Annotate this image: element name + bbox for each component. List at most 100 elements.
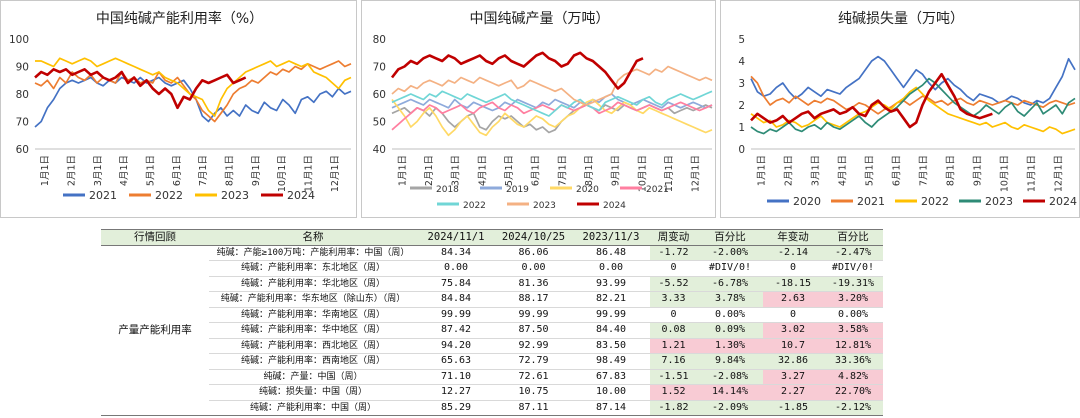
row-name: 纯碱：产能利用率：西南地区（周） [209,353,417,370]
legend-item-2023: 2023 [959,195,1013,208]
series-line-2020 [391,98,713,137]
value-2024-10-25: 99.99 [495,307,572,323]
x-tick-label: 11月1日 [304,155,315,192]
legend-label: 2023 [533,201,556,211]
header-date-1: 2024/11/1 [417,229,495,246]
value-2023-11-03: 87.14 [572,400,650,416]
legend-label: 2022 [921,195,949,208]
value-2024-11-01: 94.20 [417,338,495,354]
y-tick-label: 70 [16,117,29,129]
legend-item-2019: 2019 [480,185,529,195]
y-tick-label: 0 [738,144,745,156]
week-change: -1.82 [650,400,697,416]
value-2024-10-25: 81.36 [495,276,572,292]
year-change: 0 [763,307,823,323]
y-tick-label: 80 [16,89,29,101]
row-name: 纯碱：产量：中国（周） [209,369,417,385]
x-tick-label: 12月1日 [1054,155,1065,192]
x-tick-label: 3月1日 [811,155,822,186]
x-tick-label: 6月1日 [892,155,903,186]
series-line-2024 [750,72,993,129]
week-percent: -6.78% [697,276,763,292]
legend-label: 2024 [1049,195,1077,208]
legend-item-2020: 2020 [550,185,599,195]
week-percent: -2.08% [697,369,763,385]
legend-label: 2024 [287,189,315,202]
year-percent: -2.47% [823,245,883,261]
x-tick-label: 10月1日 [1000,155,1011,192]
x-tick-label: 9月1日 [251,155,262,186]
value-2024-10-25: 0.00 [495,260,572,277]
year-percent: 33.36% [823,353,883,370]
loss-chart: 纯碱损失量（万吨） 0 1 2 3 4 5 1月1日 2月1日 3月1日 4月1日 5月1日 6月1日 7… [738,11,1077,208]
x-tick-label: 2月1日 [424,155,435,186]
series-line-2020 [750,55,1076,106]
value-2024-11-01: 0.00 [417,260,495,277]
table-row: 纯碱：产能利用率：华东地区（除山东）（周） 84.84 88.17 82.21 3.33… [101,291,883,308]
x-tick-label: 8月1日 [225,155,236,186]
legend-item-2021: 2021 [831,195,885,208]
legend-item-2024: 2024 [1023,195,1077,208]
value-2024-11-01: 84.84 [417,291,495,308]
value-2024-10-25: 72.79 [495,353,572,370]
week-change: -1.72 [650,245,697,261]
table-row: 产量产能利用率 纯碱：产能≥100万吨：产能利用率：中国（周） 84.34 86.06… [101,245,883,416]
year-change: 3.02 [763,322,823,339]
legend-label: 2023 [221,189,249,202]
value-2023-11-03: 83.50 [572,338,650,354]
header-year-change: 年变动 [763,229,823,246]
header-date-2: 2024/10/25 [495,229,572,246]
x-tick-label: 3月1日 [93,155,104,186]
x-tick-label: 12月1日 [330,155,341,192]
x-tick-label: 1月1日 [397,155,408,186]
legend-label: 2021 [89,189,117,202]
header-week-percent: 百分比 [697,229,763,246]
x-tick-label: 6月1日 [531,155,542,186]
week-percent: 1.30% [697,338,763,354]
x-tick-label: 4月1日 [838,155,849,186]
legend-item-2021: 2021 [63,189,117,202]
series-line-2023 [391,65,713,106]
legend-item-2023: 2023 [195,189,249,202]
y-tick-label: 3 [738,78,745,90]
week-change: 1.52 [650,384,697,401]
x-tick-label: 10月1日 [277,155,288,192]
week-percent: 3.78% [697,291,763,308]
table-row: 纯碱：产能利用率：华北地区（周） 75.84 81.36 93.99 -5.52 -6.7… [101,276,883,292]
x-tick-label: 7月1日 [198,155,209,186]
header-year-percent: 百分比 [823,229,883,246]
y-tick-label: 70 [373,62,386,74]
table-row: 纯碱：产能利用率：华南地区（周） 99.99 99.99 99.99 0 0.00% 0 0.… [101,307,883,323]
value-2023-11-03: 93.99 [572,276,650,292]
value-2024-11-01: 99.99 [417,307,495,323]
row-name: 纯碱：产能利用率：西北地区（周） [209,338,417,354]
y-tick-label: 80 [373,34,386,46]
y-tick-label: 4 [738,56,745,68]
value-2024-11-01: 12.27 [417,384,495,401]
legend-item-2022: 2022 [129,189,183,202]
legend-item-2020: 2020 [767,195,821,208]
row-name: 纯碱：产能≥100万吨：产能利用率：中国（周） [209,245,417,261]
week-percent: 0.09% [697,322,763,339]
series-line-2022 [391,90,713,117]
series-line-2024 [390,51,644,90]
year-change: 0 [763,260,823,277]
value-2024-11-01: 71.10 [417,369,495,385]
value-2023-11-03: 82.21 [572,291,650,308]
value-2023-11-03: 99.99 [572,307,650,323]
year-percent: 22.70% [823,384,883,401]
y-tick-label: 5 [738,34,745,46]
market-review-table: 行情回顾 名称 2024/11/1 2024/10/25 2023/11/3 周… [101,229,883,416]
x-tick-label: 8月1日 [946,155,957,186]
x-tick-label: 7月1日 [919,155,930,186]
y-tick-label: 40 [373,144,386,156]
year-change: 3.27 [763,369,823,385]
value-2024-10-25: 87.11 [495,400,572,416]
row-name: 纯碱：产能利用率：华东地区（除山东）（周） [209,291,417,308]
week-change: 0.08 [650,322,697,339]
week-change: 0 [650,260,697,277]
x-tick-label: 7月1日 [557,155,568,186]
year-percent: 3.58% [823,322,883,339]
legend-label: 2023 [985,195,1013,208]
row-name: 纯碱：产能利用率：华中地区（周） [209,322,417,339]
